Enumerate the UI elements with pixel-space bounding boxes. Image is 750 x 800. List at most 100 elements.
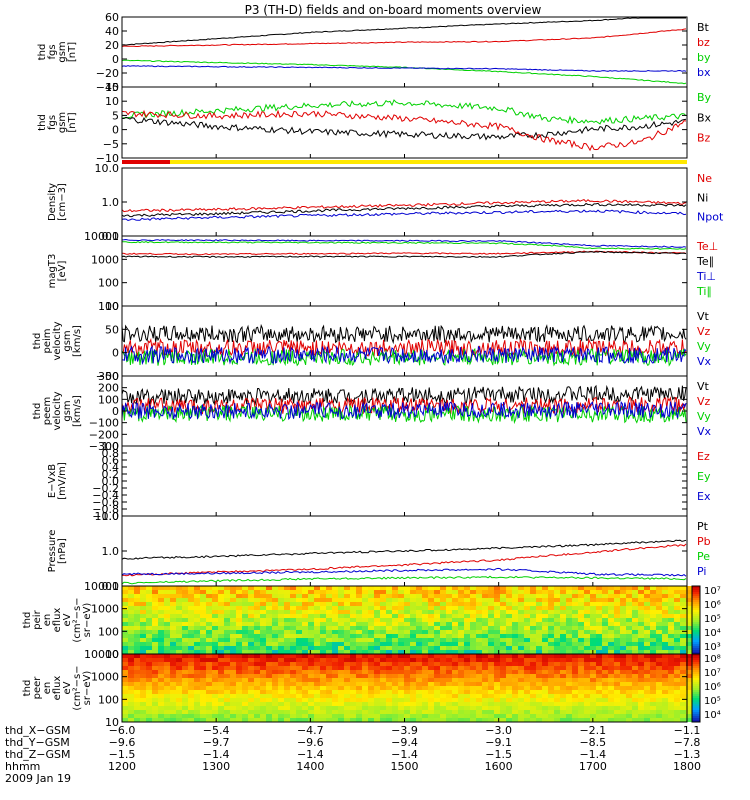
heatmap-cell bbox=[590, 698, 596, 702]
heatmap-cell bbox=[572, 654, 578, 658]
series-line-fgs_gse_ns-Bz bbox=[121, 109, 687, 152]
heatmap-cell bbox=[506, 594, 512, 598]
heatmap-cell bbox=[254, 622, 260, 626]
heatmap-cell bbox=[626, 634, 632, 638]
heatmap-cell bbox=[560, 618, 566, 622]
heatmap-cell bbox=[332, 598, 338, 602]
heatmap-cell bbox=[224, 638, 230, 642]
colorbar-peir_spectrogram bbox=[691, 585, 701, 655]
heatmap-cell bbox=[464, 642, 470, 646]
heatmap-cell bbox=[668, 586, 674, 590]
heatmap-cell bbox=[518, 638, 524, 642]
heatmap-cell bbox=[194, 598, 200, 602]
heatmap-cell bbox=[362, 630, 368, 634]
heatmap-cell bbox=[278, 702, 284, 706]
heatmap-cell bbox=[410, 690, 416, 694]
y-tick-label: 100 bbox=[98, 693, 119, 706]
heatmap-cell bbox=[572, 718, 578, 722]
heatmap-cell bbox=[656, 694, 662, 698]
heatmap-cell bbox=[260, 642, 266, 646]
heatmap-cell bbox=[500, 694, 506, 698]
heatmap-cell bbox=[680, 642, 686, 646]
heatmap-cell bbox=[440, 674, 446, 678]
heatmap-cell bbox=[524, 666, 530, 670]
heatmap-cell bbox=[470, 702, 476, 706]
heatmap-cell bbox=[608, 586, 614, 590]
heatmap-cell bbox=[584, 682, 590, 686]
heatmap-cell bbox=[146, 590, 152, 594]
heatmap-cell bbox=[398, 666, 404, 670]
heatmap-cell bbox=[680, 602, 686, 606]
heatmap-cell bbox=[338, 666, 344, 670]
heatmap-cell bbox=[632, 638, 638, 642]
heatmap-cell bbox=[638, 618, 644, 622]
heatmap-cell bbox=[632, 642, 638, 646]
heatmap-cell bbox=[314, 626, 320, 630]
heatmap-cell bbox=[140, 626, 146, 630]
heatmap-cell bbox=[152, 702, 158, 706]
heatmap-cell bbox=[662, 586, 668, 590]
heatmap-cell bbox=[470, 654, 476, 658]
heatmap-cell bbox=[536, 626, 542, 630]
heatmap-cell bbox=[272, 606, 278, 610]
heatmap-cell bbox=[188, 662, 194, 666]
heatmap-cell bbox=[332, 594, 338, 598]
heatmap-cell bbox=[662, 614, 668, 618]
heatmap-cell bbox=[368, 702, 374, 706]
heatmap-cell bbox=[218, 666, 224, 670]
heatmap-cell bbox=[314, 710, 320, 714]
heatmap-cell bbox=[182, 610, 188, 614]
heatmap-cell bbox=[620, 646, 626, 650]
heatmap-cell bbox=[248, 622, 254, 626]
heatmap-cell bbox=[302, 690, 308, 694]
heatmap-cell bbox=[248, 718, 254, 722]
heatmap-cell bbox=[140, 718, 146, 722]
heatmap-cell bbox=[470, 610, 476, 614]
heatmap-cell bbox=[548, 602, 554, 606]
heatmap-cell bbox=[314, 682, 320, 686]
heatmap-cell bbox=[146, 710, 152, 714]
heatmap-cell bbox=[122, 718, 128, 722]
heatmap-cell bbox=[272, 682, 278, 686]
heatmap-cell bbox=[386, 630, 392, 634]
heatmap-cell bbox=[434, 670, 440, 674]
heatmap-cell bbox=[326, 670, 332, 674]
heatmap-cell bbox=[482, 606, 488, 610]
heatmap-cell bbox=[158, 634, 164, 638]
heatmap-cell bbox=[236, 682, 242, 686]
y-axis-title-peer_spectrogram: eflux bbox=[52, 676, 63, 701]
heatmap-cell bbox=[476, 586, 482, 590]
heatmap-cell bbox=[632, 658, 638, 662]
heatmap-cell bbox=[590, 702, 596, 706]
heatmap-cell bbox=[434, 614, 440, 618]
heatmap-cell bbox=[488, 706, 494, 710]
heatmap-cell bbox=[332, 646, 338, 650]
heatmap-cell bbox=[146, 670, 152, 674]
heatmap-cell bbox=[374, 642, 380, 646]
heatmap-cell bbox=[266, 622, 272, 626]
heatmap-cell bbox=[470, 694, 476, 698]
heatmap-cell bbox=[446, 658, 452, 662]
heatmap-cell bbox=[356, 718, 362, 722]
legend-peim_velocity-Vx: Vx bbox=[697, 355, 712, 368]
colorbar-tick-label: 10⁶ bbox=[704, 682, 721, 693]
heatmap-cell bbox=[590, 590, 596, 594]
heatmap-cell bbox=[350, 654, 356, 658]
heatmap-cell bbox=[662, 702, 668, 706]
heatmap-cell bbox=[554, 590, 560, 594]
heatmap-cell bbox=[410, 710, 416, 714]
heatmap-cell bbox=[560, 602, 566, 606]
colorbar-swatch bbox=[692, 692, 700, 694]
heatmap-cell bbox=[368, 626, 374, 630]
heatmap-cell bbox=[326, 626, 332, 630]
heatmap-cell bbox=[458, 646, 464, 650]
heatmap-cell bbox=[212, 702, 218, 706]
heatmap-cell bbox=[470, 690, 476, 694]
colorbar-tick-label: 10⁷ bbox=[704, 668, 721, 679]
colorbar-swatch bbox=[692, 628, 700, 630]
heatmap-cell bbox=[488, 658, 494, 662]
y-tick-label: −40 bbox=[96, 81, 119, 94]
heatmap-cell bbox=[554, 674, 560, 678]
heatmap-cell bbox=[350, 618, 356, 622]
heatmap-cell bbox=[284, 610, 290, 614]
